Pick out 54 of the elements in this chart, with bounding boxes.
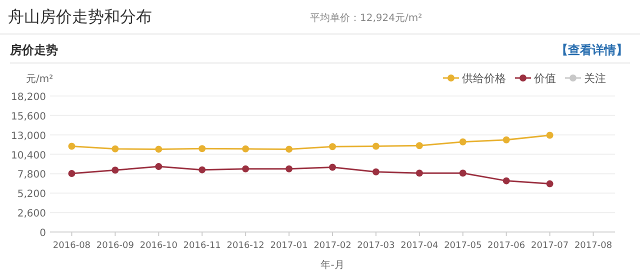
point bbox=[242, 145, 250, 152]
xlabel: 年-月 bbox=[320, 260, 344, 271]
annotation: 房价走势 bbox=[10, 43, 58, 57]
annotation: 【查看详情】 bbox=[556, 43, 628, 57]
x-tick-label: 2016-11 bbox=[183, 241, 221, 251]
point bbox=[416, 170, 423, 177]
point bbox=[372, 142, 380, 150]
y-tick-label: 13,000 bbox=[11, 130, 46, 142]
x-tick-label: 2017-08 bbox=[574, 241, 612, 251]
title: 舟山房价走势和分布 bbox=[8, 7, 152, 26]
x-tick-label: 2017-04 bbox=[400, 241, 438, 251]
legend-label: 关注 bbox=[584, 72, 606, 85]
x-tick-label: 2017-06 bbox=[488, 241, 526, 251]
ylabel: 元/m² bbox=[26, 74, 54, 85]
y-tick-label: 5,200 bbox=[17, 189, 46, 200]
point bbox=[155, 146, 162, 153]
point bbox=[416, 142, 423, 150]
y-tick-label: 18,200 bbox=[11, 92, 46, 103]
point bbox=[329, 164, 336, 171]
y-tick-label: 10,400 bbox=[11, 150, 46, 162]
point bbox=[112, 166, 119, 174]
subtitle: 平均单价：12,924元/m² bbox=[310, 13, 422, 24]
point bbox=[242, 165, 250, 172]
point bbox=[502, 177, 510, 184]
point bbox=[546, 180, 554, 188]
point bbox=[198, 166, 206, 174]
point bbox=[286, 146, 293, 153]
point bbox=[198, 145, 206, 152]
point bbox=[155, 163, 162, 170]
point bbox=[112, 145, 119, 152]
point bbox=[68, 170, 76, 177]
point bbox=[68, 142, 76, 150]
x-tick-label: 2016-10 bbox=[140, 241, 178, 251]
point bbox=[546, 132, 554, 139]
x-tick-label: 2017-01 bbox=[270, 241, 308, 251]
y-tick-label: 7,800 bbox=[17, 170, 46, 181]
point bbox=[372, 168, 380, 176]
x-tick-label: 2017-03 bbox=[357, 241, 395, 251]
x-tick-label: 2016-08 bbox=[52, 241, 91, 251]
x-tick-label: 2016-12 bbox=[226, 241, 264, 251]
point bbox=[459, 170, 466, 177]
legend-label: 供给价格 bbox=[462, 72, 506, 85]
x-tick-label: 2017-02 bbox=[314, 241, 352, 251]
x-tick-label: 2016-09 bbox=[96, 241, 134, 251]
x-tick-label: 2017-05 bbox=[444, 241, 482, 251]
point bbox=[459, 138, 466, 146]
x-tick-label: 2017-07 bbox=[531, 241, 569, 251]
legend-label: 价值 bbox=[533, 72, 556, 85]
y-tick-label: 0 bbox=[40, 228, 46, 239]
y-tick-label: 2,600 bbox=[17, 208, 46, 220]
point bbox=[329, 143, 336, 150]
y-tick-label: 15,600 bbox=[11, 111, 46, 122]
point bbox=[502, 136, 510, 144]
point bbox=[286, 165, 293, 172]
